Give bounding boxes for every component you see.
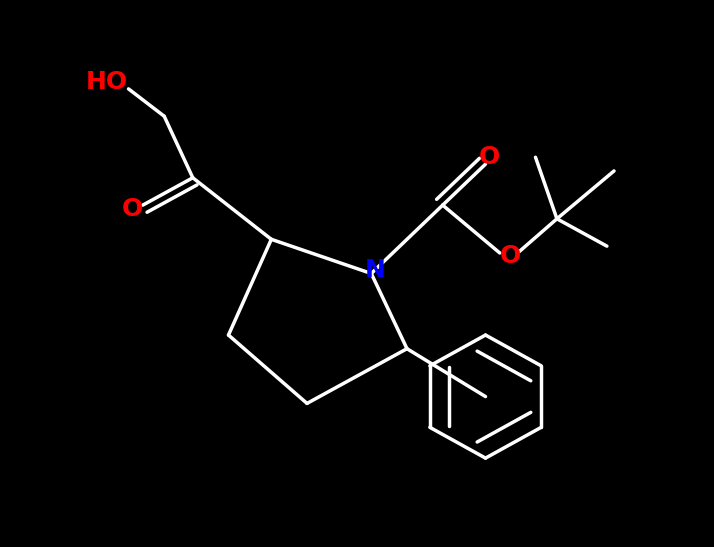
Text: N: N <box>364 258 386 282</box>
Text: O: O <box>478 146 500 169</box>
Text: O: O <box>500 245 521 269</box>
Text: O: O <box>121 196 143 220</box>
Text: HO: HO <box>86 70 128 94</box>
